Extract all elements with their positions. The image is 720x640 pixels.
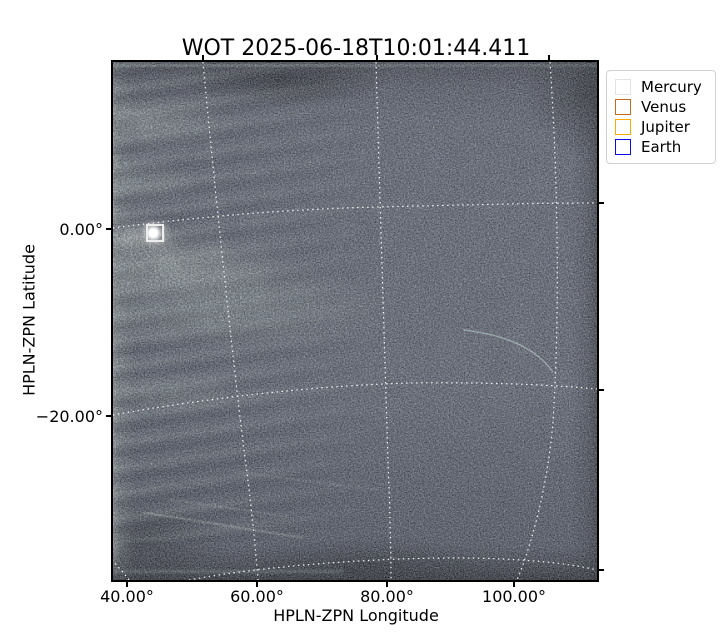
x-tick-60 — [256, 582, 258, 587]
x-tick-label-80: 80.00° — [360, 587, 414, 606]
x-tick-40 — [126, 582, 128, 587]
gridline-lon-80 — [375, 62, 392, 580]
gridline-lon-100 — [516, 62, 558, 580]
gridline-lon-60 — [202, 62, 259, 580]
right-tick--20 — [599, 389, 604, 391]
x-tick-label-60: 60.00° — [230, 587, 284, 606]
mercury-swatch-icon — [615, 79, 631, 95]
legend-label-jupiter: Jupiter — [641, 118, 690, 136]
jupiter-swatch-icon — [615, 119, 631, 135]
gridline-lon-40 — [113, 560, 130, 580]
legend-item-earth: Earth — [615, 137, 707, 157]
top-tick-60 — [202, 55, 204, 60]
earth-swatch-icon — [615, 139, 631, 155]
y-tick-0 — [106, 228, 111, 230]
faint-arc-trail — [462, 329, 554, 373]
plot-axes — [111, 60, 599, 582]
legend-item-jupiter: Jupiter — [615, 117, 707, 137]
venus-swatch-icon — [615, 99, 631, 115]
legend-label-mercury: Mercury — [641, 78, 702, 96]
gridline-lat--20 — [113, 382, 597, 416]
image-noise-overlay — [113, 62, 597, 580]
y-tick--20 — [106, 415, 111, 417]
x-tick-label-100: 100.00° — [482, 587, 546, 606]
y-tick-label--20: −20.00° — [35, 407, 103, 426]
gridline-lat-0 — [113, 202, 597, 229]
y-axis-label: HPLN-ZPN Latitude — [19, 244, 39, 396]
x-tick-80 — [386, 582, 388, 587]
legend-label-venus: Venus — [641, 98, 687, 116]
right-tick-0 — [599, 202, 604, 204]
y-tick-label-0: 0.00° — [59, 220, 103, 239]
right-tick--40 — [599, 569, 604, 571]
legend-item-venus: Venus — [615, 97, 707, 117]
coordinate-grid — [113, 62, 597, 580]
legend-label-earth: Earth — [641, 138, 682, 156]
gridline-lat--40 — [188, 557, 597, 580]
mercury-marker — [146, 224, 164, 242]
top-tick-80 — [376, 55, 378, 60]
x-tick-label-40: 40.00° — [100, 587, 154, 606]
plot-title: WOT 2025-06-18T10:01:44.411 — [181, 36, 531, 61]
legend: Mercury Venus Jupiter Earth — [606, 70, 716, 164]
legend-item-mercury: Mercury — [615, 77, 707, 97]
top-tick-100 — [548, 55, 550, 60]
x-axis-label: HPLN-ZPN Longitude — [273, 606, 439, 625]
x-tick-100 — [513, 582, 515, 587]
